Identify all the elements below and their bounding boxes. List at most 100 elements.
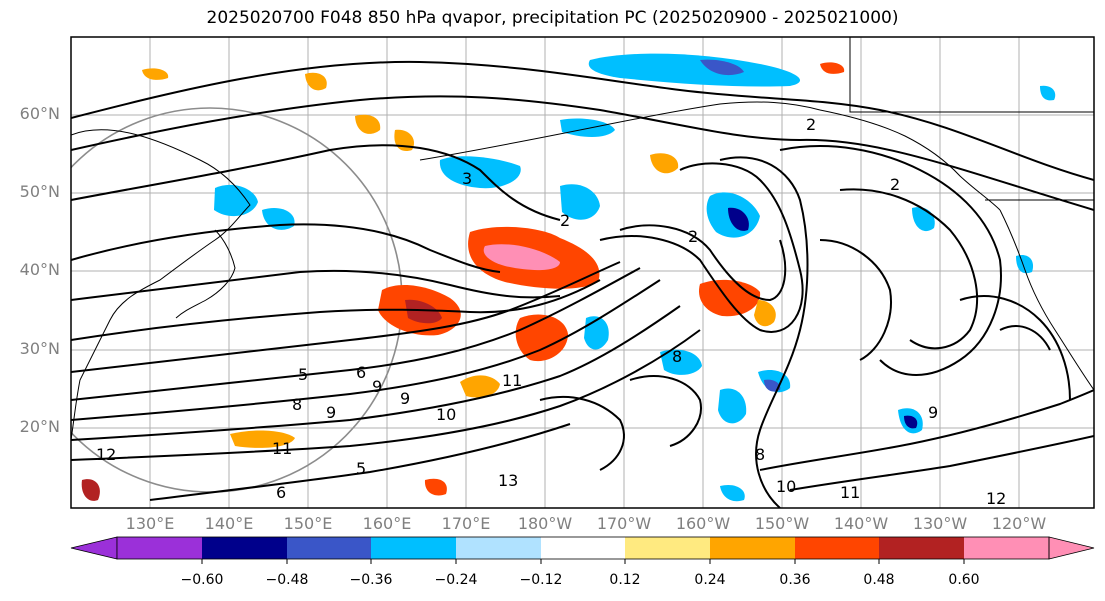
patch-negative-o <box>720 484 745 502</box>
precip-patches <box>81 53 1056 502</box>
colorbar-seg <box>456 537 541 559</box>
contours <box>71 60 1094 508</box>
lat-label: 40°N <box>19 260 60 279</box>
coastlines <box>71 37 1094 441</box>
patch-positive-b2 <box>405 299 442 324</box>
patch-positive-core <box>483 244 560 271</box>
patch-positive-h <box>424 478 447 496</box>
colorbar-tick-label: 0.36 <box>779 572 811 588</box>
patch-negative-n <box>1016 254 1034 274</box>
gridlines <box>71 37 1094 508</box>
contour-label: 11 <box>840 483 860 502</box>
patch-positive-o <box>81 479 100 501</box>
colorbar-tick-label: 0.12 <box>609 572 641 588</box>
patch-negative-i <box>718 388 747 424</box>
contour-label: 13 <box>498 471 518 490</box>
patch-positive-i <box>650 153 679 174</box>
map-frame <box>70 36 1095 509</box>
lon-label: 160°W <box>675 514 731 533</box>
lon-label: 160°E <box>362 514 412 533</box>
patch-positive-j <box>355 114 381 134</box>
colorbar-tick-label: 0.48 <box>863 572 895 588</box>
colorbar-tick-label: −0.24 <box>434 572 478 588</box>
colorbar-seg <box>117 537 202 559</box>
lat-label: 30°N <box>19 339 60 358</box>
colorbar-tick-label: 0.60 <box>948 572 980 588</box>
patch-negative-p <box>1040 85 1056 101</box>
patch-positive-n <box>820 62 845 74</box>
contour-label: 5 <box>298 365 308 384</box>
colorbar-seg <box>964 537 1049 559</box>
coast-alaska <box>819 109 1001 211</box>
contour-label: 2 <box>560 211 570 230</box>
patch-negative-f2 <box>728 207 749 231</box>
colorbar-min-arrow <box>70 536 118 560</box>
contour-label: 9 <box>372 377 382 396</box>
patch-negative-e <box>560 184 600 220</box>
colorbar-tick-label: 0.24 <box>694 572 726 588</box>
contour-label: 6 <box>356 363 366 382</box>
lon-label: 140°E <box>204 514 254 533</box>
border-canada <box>849 37 1094 113</box>
patch-negative-k2 <box>904 415 918 429</box>
contour-label: 9 <box>928 403 938 422</box>
contour-label: 3 <box>462 169 472 188</box>
patch-positive-e <box>754 300 776 327</box>
contour-label: 2 <box>806 115 816 134</box>
patch-positive-l <box>305 72 327 91</box>
patch-negative-h <box>660 349 702 375</box>
coast-japan <box>175 229 236 319</box>
contour-labels: 2 3 2 2 2 5 6 8 9 9 9 10 11 12 11 13 5 6… <box>96 115 1006 508</box>
colorbar-seg <box>202 537 287 559</box>
colorbar-seg <box>371 537 456 559</box>
contour-label: 10 <box>776 477 796 496</box>
lon-label: 130°E <box>125 514 175 533</box>
colorbar-seg <box>541 537 625 559</box>
contour-label: 8 <box>755 445 765 464</box>
contour-label: 11 <box>272 439 292 458</box>
lon-label: 120°W <box>991 514 1047 533</box>
coast-asia <box>71 129 251 441</box>
lat-label: 60°N <box>19 104 60 123</box>
colorbar <box>70 536 1095 564</box>
contour-label: 6 <box>276 483 286 502</box>
contour-label: 10 <box>436 405 456 424</box>
colorbar-seg <box>287 537 371 559</box>
colorbar-tick-label: −0.36 <box>349 572 393 588</box>
colorbar-seg <box>795 537 879 559</box>
patch-negative-b <box>439 156 521 189</box>
map-title: 2025020700 F048 850 hPa qvapor, precipit… <box>206 8 899 28</box>
patch-negative-j2 <box>764 379 781 392</box>
coast-aleutians <box>419 101 821 161</box>
lon-label: 170°E <box>441 514 491 533</box>
colorbar-tick-label: −0.12 <box>519 572 563 588</box>
contour-label: 8 <box>672 347 682 366</box>
colorbar-seg <box>710 537 795 559</box>
contour-label: 11 <box>502 371 522 390</box>
contour-label: 2 <box>890 175 900 194</box>
patch-positive-m <box>142 68 169 80</box>
patch-positive-g <box>230 430 295 448</box>
lon-label: 150°W <box>754 514 810 533</box>
lon-label: 140°W <box>833 514 889 533</box>
patch-negative-m <box>560 118 615 137</box>
lat-label: 50°N <box>19 182 60 201</box>
map-panel: 2 3 2 2 2 5 6 8 9 9 9 10 11 12 11 13 5 6… <box>71 37 1094 508</box>
patch-negative-a <box>588 53 800 87</box>
contour-label: 12 <box>986 489 1006 508</box>
colorbar-tick-label: −0.60 <box>180 572 224 588</box>
lat-label: 20°N <box>19 417 60 436</box>
contour-label: 9 <box>326 403 336 422</box>
contour-label: 8 <box>292 395 302 414</box>
coast-namerica <box>999 209 1094 391</box>
patch-negative-a2 <box>700 59 744 76</box>
colorbar-seg <box>879 537 964 559</box>
lon-label: 150°E <box>283 514 333 533</box>
lon-label: 170°W <box>596 514 652 533</box>
contour-label: 12 <box>96 445 116 464</box>
colorbar-seg <box>625 537 710 559</box>
colorbar-tick-label: −0.48 <box>265 572 309 588</box>
patch-positive-f <box>460 375 500 398</box>
contour-label: 2 <box>688 227 698 246</box>
